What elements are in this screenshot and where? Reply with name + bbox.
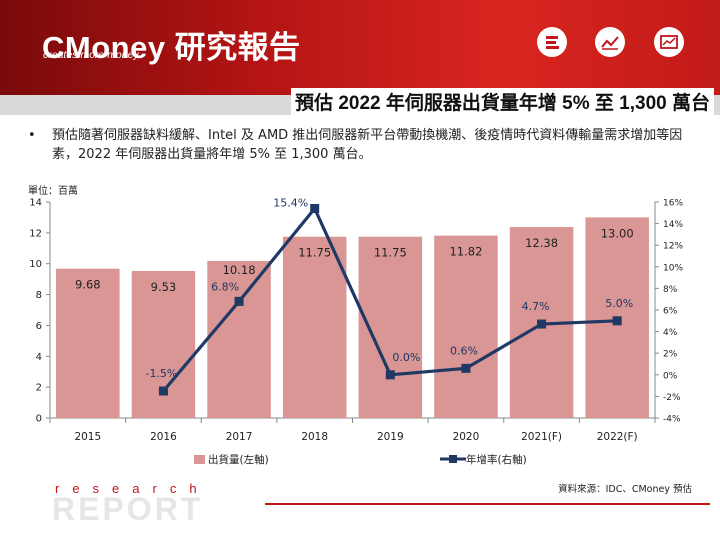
line-value-label: -1.5%: [145, 367, 177, 380]
line-point: [461, 363, 471, 373]
header-banner: CMoney 研究報告 creates more money: [0, 0, 720, 95]
unit-label: 單位：百萬: [28, 184, 78, 197]
x-tick-label: 2017: [226, 431, 253, 443]
line-value-label: 0.6%: [450, 344, 478, 357]
bar-value-label: 11.82: [449, 245, 482, 259]
bar: [56, 268, 120, 418]
right-tick-label: -2%: [663, 393, 681, 403]
page-title: 預估 2022 年伺服器出貨量年增 5% 至 1,300 萬台: [291, 88, 714, 115]
bar: [282, 236, 347, 418]
right-tick-label: 10%: [663, 263, 683, 273]
bar-value-label: 9.68: [75, 278, 101, 292]
line-point: [385, 370, 395, 380]
axes-group: 0 2 4 6 8 10 12 14 -4% -2% 0% 2% 4% 6% 8% 10% 12% 14% 16% 2…: [29, 198, 683, 444]
line-value-label: 5.0%: [605, 297, 633, 310]
left-tick-label: 4: [36, 352, 42, 363]
right-tick-label: 16%: [663, 199, 683, 209]
picture-chart-icon[interactable]: [654, 27, 684, 57]
left-tick-label: 12: [29, 228, 42, 239]
bar-value-label: 11.75: [298, 246, 331, 260]
line-value-label: 15.4%: [273, 196, 308, 209]
bar: [434, 235, 498, 418]
bar-value-label: 11.75: [374, 246, 407, 260]
bars-group: [56, 217, 649, 418]
x-tick-label: 2018: [301, 431, 328, 443]
right-tick-label: 2%: [663, 350, 678, 360]
left-tick-label: 0: [36, 414, 42, 425]
bar: [207, 260, 271, 418]
footer-research: research: [55, 481, 210, 496]
line-point: [537, 319, 547, 329]
brand-tagline: creates more money: [43, 49, 139, 61]
line-value-label: 0.0%: [392, 351, 420, 364]
right-tick-label: 12%: [663, 242, 683, 252]
x-tick-label: 2021(F): [521, 431, 562, 443]
line-point: [234, 296, 244, 306]
data-labels-group: 9.68 9.53 10.18 11.75 11.75 11.82 12.38 13.00 -1…: [75, 196, 634, 380]
line-point: [612, 316, 622, 326]
brand-logo: CMoney 研究報告: [42, 30, 301, 65]
bar-value-label: 12.38: [525, 236, 558, 250]
line-group: [158, 203, 622, 396]
bar-value-label: 13.00: [601, 226, 634, 240]
line-chart-icon[interactable]: [595, 27, 625, 57]
x-tick-label: 2019: [377, 431, 404, 443]
x-tick-label: 2022(F): [597, 431, 638, 443]
bar-value-label: 9.53: [151, 280, 177, 294]
x-tick-label: 2016: [150, 431, 177, 443]
legend-label-line: 年增率(右軸): [466, 453, 527, 466]
right-tick-label: 6%: [663, 307, 678, 317]
left-tick-label: 2: [36, 383, 42, 394]
left-tick-label: 6: [36, 321, 42, 332]
footer-report: REPORT: [52, 491, 204, 527]
right-tick-label: 4%: [663, 328, 678, 338]
left-tick-label: 8: [36, 290, 42, 301]
line-value-label: 6.8%: [211, 280, 239, 293]
legend-swatch-bar: [194, 455, 205, 464]
bar-value-label: 10.18: [223, 263, 256, 277]
x-tick-label: 2015: [74, 431, 101, 443]
legend-swatch-marker: [449, 455, 457, 463]
x-tick-label: 2020: [453, 431, 480, 443]
right-tick-label: 14%: [663, 220, 683, 230]
menu-stack-icon[interactable]: [537, 27, 567, 57]
legend: 出貨量(左軸) 年增率(右軸): [194, 453, 527, 466]
line-point: [310, 203, 320, 213]
combo-chart: 單位：百萬 0 2 4 6 8 10 12 14 -4% -2% 0% 2% 4% 6% 8% 10% 12% 1…: [28, 184, 683, 466]
bullet-dot-icon: •: [28, 128, 36, 143]
right-tick-label: -4%: [663, 415, 681, 425]
source-note: 資料來源：IDC、CMoney 預估: [558, 484, 692, 495]
bullet-text: 預估隨著伺服器缺料緩解、Intel 及 AMD 推出伺服器新平台帶動換機潮、後疫…: [52, 128, 683, 162]
legend-label-bar: 出貨量(左軸): [208, 453, 269, 466]
left-tick-label: 10: [29, 259, 42, 270]
left-tick-label: 14: [29, 198, 42, 209]
line-value-label: 4.7%: [522, 300, 550, 313]
right-tick-label: 8%: [663, 285, 678, 295]
bullet-paragraph: • 預估隨著伺服器缺料緩解、Intel 及 AMD 推出伺服器新平台帶動換機潮、…: [28, 126, 690, 164]
line-point: [158, 386, 168, 396]
right-tick-label: 0%: [663, 371, 678, 381]
footer-divider: [265, 503, 710, 505]
